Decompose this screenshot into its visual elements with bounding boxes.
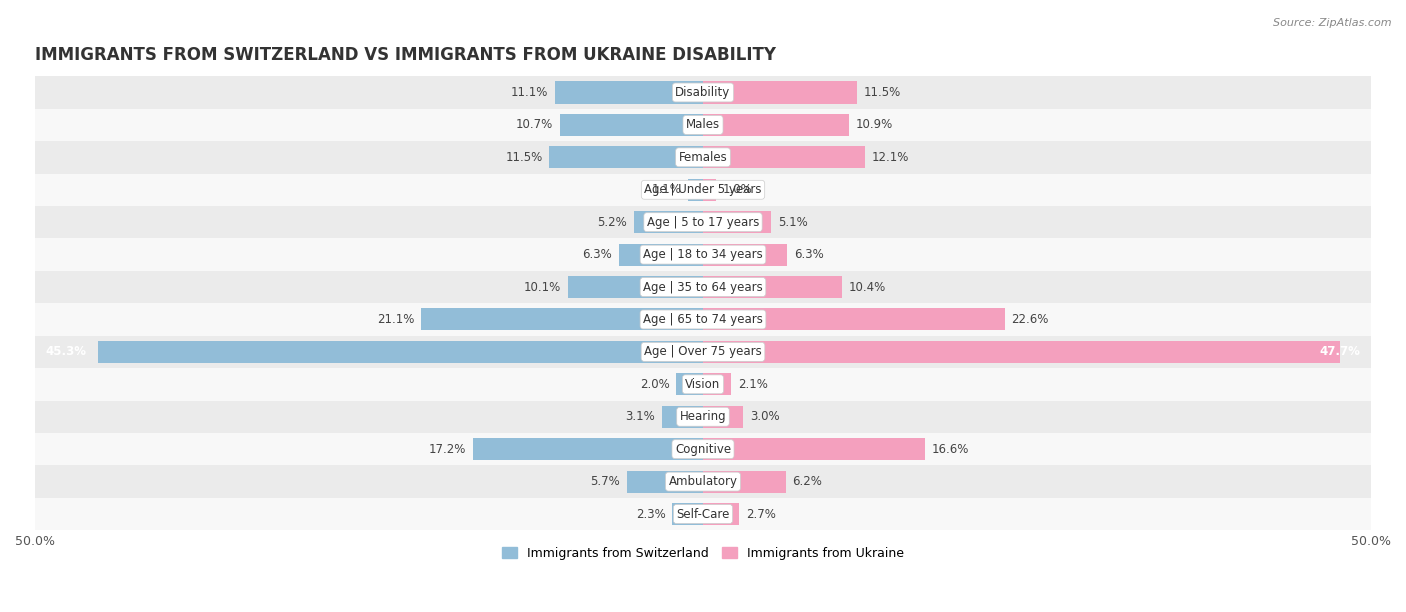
Bar bbox=[35, 433, 1371, 465]
Bar bbox=[560, 114, 703, 136]
Text: 1.0%: 1.0% bbox=[723, 183, 752, 196]
Text: 2.7%: 2.7% bbox=[745, 507, 776, 521]
Text: Source: ZipAtlas.com: Source: ZipAtlas.com bbox=[1274, 18, 1392, 28]
Bar bbox=[35, 109, 1371, 141]
Text: Age | 65 to 74 years: Age | 65 to 74 years bbox=[643, 313, 763, 326]
Bar bbox=[703, 276, 842, 298]
Text: Age | 5 to 17 years: Age | 5 to 17 years bbox=[647, 215, 759, 229]
Legend: Immigrants from Switzerland, Immigrants from Ukraine: Immigrants from Switzerland, Immigrants … bbox=[498, 542, 908, 565]
Text: Males: Males bbox=[686, 118, 720, 132]
Text: Ambulatory: Ambulatory bbox=[668, 475, 738, 488]
Text: Cognitive: Cognitive bbox=[675, 442, 731, 456]
Bar bbox=[703, 471, 786, 493]
Text: 11.1%: 11.1% bbox=[510, 86, 548, 99]
Bar bbox=[703, 373, 731, 395]
Text: 11.5%: 11.5% bbox=[863, 86, 901, 99]
Bar bbox=[689, 179, 703, 201]
Bar bbox=[676, 373, 703, 395]
Bar bbox=[703, 211, 770, 233]
Bar bbox=[703, 114, 849, 136]
Bar bbox=[568, 276, 703, 298]
Text: Age | Under 5 years: Age | Under 5 years bbox=[644, 183, 762, 196]
Text: 22.6%: 22.6% bbox=[1011, 313, 1049, 326]
Bar bbox=[634, 211, 703, 233]
Text: IMMIGRANTS FROM SWITZERLAND VS IMMIGRANTS FROM UKRAINE DISABILITY: IMMIGRANTS FROM SWITZERLAND VS IMMIGRANT… bbox=[35, 46, 776, 64]
Text: 10.9%: 10.9% bbox=[855, 118, 893, 132]
Text: Self-Care: Self-Care bbox=[676, 507, 730, 521]
Bar bbox=[703, 503, 740, 525]
Bar bbox=[703, 179, 717, 201]
Text: 21.1%: 21.1% bbox=[377, 313, 415, 326]
Bar bbox=[35, 206, 1371, 239]
Bar bbox=[474, 438, 703, 460]
Text: 2.1%: 2.1% bbox=[738, 378, 768, 391]
Bar bbox=[422, 308, 703, 330]
Text: 3.1%: 3.1% bbox=[626, 410, 655, 424]
Bar bbox=[555, 81, 703, 103]
Text: Vision: Vision bbox=[685, 378, 721, 391]
Bar bbox=[35, 239, 1371, 271]
Text: 45.3%: 45.3% bbox=[45, 345, 87, 359]
Bar bbox=[703, 146, 865, 168]
Bar bbox=[35, 465, 1371, 498]
Bar bbox=[35, 368, 1371, 400]
Bar bbox=[703, 308, 1005, 330]
Bar bbox=[672, 503, 703, 525]
Text: Females: Females bbox=[679, 151, 727, 164]
Bar bbox=[703, 244, 787, 266]
Bar bbox=[35, 174, 1371, 206]
Text: Age | Over 75 years: Age | Over 75 years bbox=[644, 345, 762, 359]
Text: 5.1%: 5.1% bbox=[778, 215, 807, 229]
Text: 12.1%: 12.1% bbox=[872, 151, 908, 164]
Bar bbox=[98, 341, 703, 363]
Text: 47.7%: 47.7% bbox=[1319, 345, 1361, 359]
Text: 6.3%: 6.3% bbox=[794, 248, 824, 261]
Bar bbox=[619, 244, 703, 266]
Text: 5.7%: 5.7% bbox=[591, 475, 620, 488]
Text: 5.2%: 5.2% bbox=[598, 215, 627, 229]
Bar bbox=[35, 76, 1371, 109]
Text: Age | 35 to 64 years: Age | 35 to 64 years bbox=[643, 280, 763, 294]
Bar bbox=[703, 81, 856, 103]
Bar bbox=[627, 471, 703, 493]
Text: Age | 18 to 34 years: Age | 18 to 34 years bbox=[643, 248, 763, 261]
Bar bbox=[35, 335, 1371, 368]
Bar bbox=[35, 271, 1371, 304]
Text: Disability: Disability bbox=[675, 86, 731, 99]
Bar bbox=[35, 304, 1371, 335]
Text: 3.0%: 3.0% bbox=[749, 410, 779, 424]
Text: 1.1%: 1.1% bbox=[652, 183, 682, 196]
Text: 16.6%: 16.6% bbox=[931, 442, 969, 456]
Bar bbox=[35, 400, 1371, 433]
Bar bbox=[703, 406, 744, 428]
Bar bbox=[550, 146, 703, 168]
Text: 6.3%: 6.3% bbox=[582, 248, 612, 261]
Text: 2.0%: 2.0% bbox=[640, 378, 669, 391]
Text: 10.1%: 10.1% bbox=[524, 280, 561, 294]
Text: 10.7%: 10.7% bbox=[516, 118, 554, 132]
Bar bbox=[703, 438, 925, 460]
Text: Hearing: Hearing bbox=[679, 410, 727, 424]
Bar bbox=[35, 498, 1371, 530]
Text: 17.2%: 17.2% bbox=[429, 442, 467, 456]
Text: 10.4%: 10.4% bbox=[849, 280, 886, 294]
Text: 2.3%: 2.3% bbox=[636, 507, 665, 521]
Bar bbox=[703, 341, 1340, 363]
Bar bbox=[662, 406, 703, 428]
Text: 11.5%: 11.5% bbox=[505, 151, 543, 164]
Text: 6.2%: 6.2% bbox=[793, 475, 823, 488]
Bar bbox=[35, 141, 1371, 174]
